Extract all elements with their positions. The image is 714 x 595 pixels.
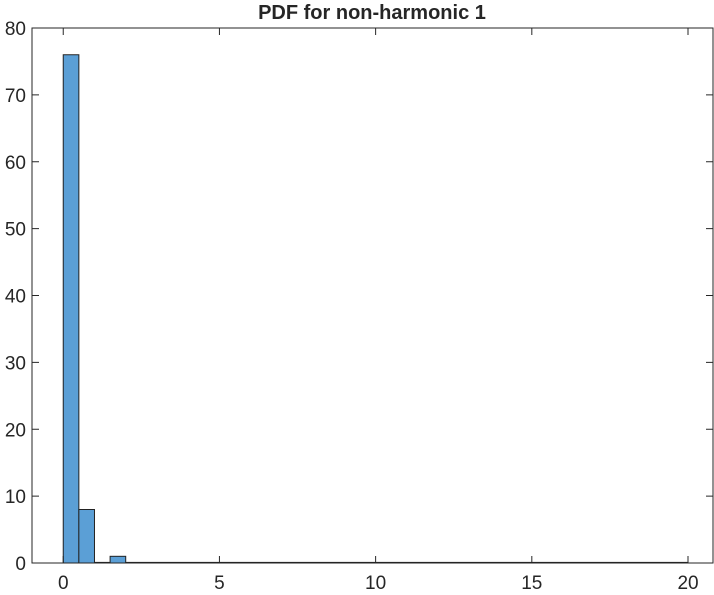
y-tick-label-40: 40 — [5, 287, 26, 308]
y-tick-label-80: 80 — [5, 19, 26, 40]
x-tick-label-5: 5 — [214, 573, 225, 594]
y-tick-label-60: 60 — [5, 153, 26, 174]
x-tick-label-15: 15 — [521, 573, 542, 594]
y-tick-label-70: 70 — [5, 86, 26, 107]
y-tick-label-50: 50 — [5, 220, 26, 241]
y-tick-label-0: 0 — [15, 554, 26, 575]
histogram-bar-3 — [109, 555, 127, 564]
y-tick-label-20: 20 — [5, 420, 26, 441]
x-ticks-group: 0 5 10 15 20 — [58, 28, 699, 594]
y-ticks-group: 0 10 20 30 40 50 60 70 80 — [5, 19, 713, 575]
chart-title: PDF for non-harmonic 1 — [258, 2, 486, 24]
x-tick-label-10: 10 — [365, 573, 386, 594]
y-tick-label-30: 30 — [5, 353, 26, 374]
histogram-bar-1 — [78, 509, 95, 564]
x-tick-label-20: 20 — [677, 573, 698, 594]
x-tick-label-0: 0 — [58, 573, 69, 594]
y-tick-label-10: 10 — [5, 487, 26, 508]
histogram-bar-0 — [62, 54, 80, 564]
